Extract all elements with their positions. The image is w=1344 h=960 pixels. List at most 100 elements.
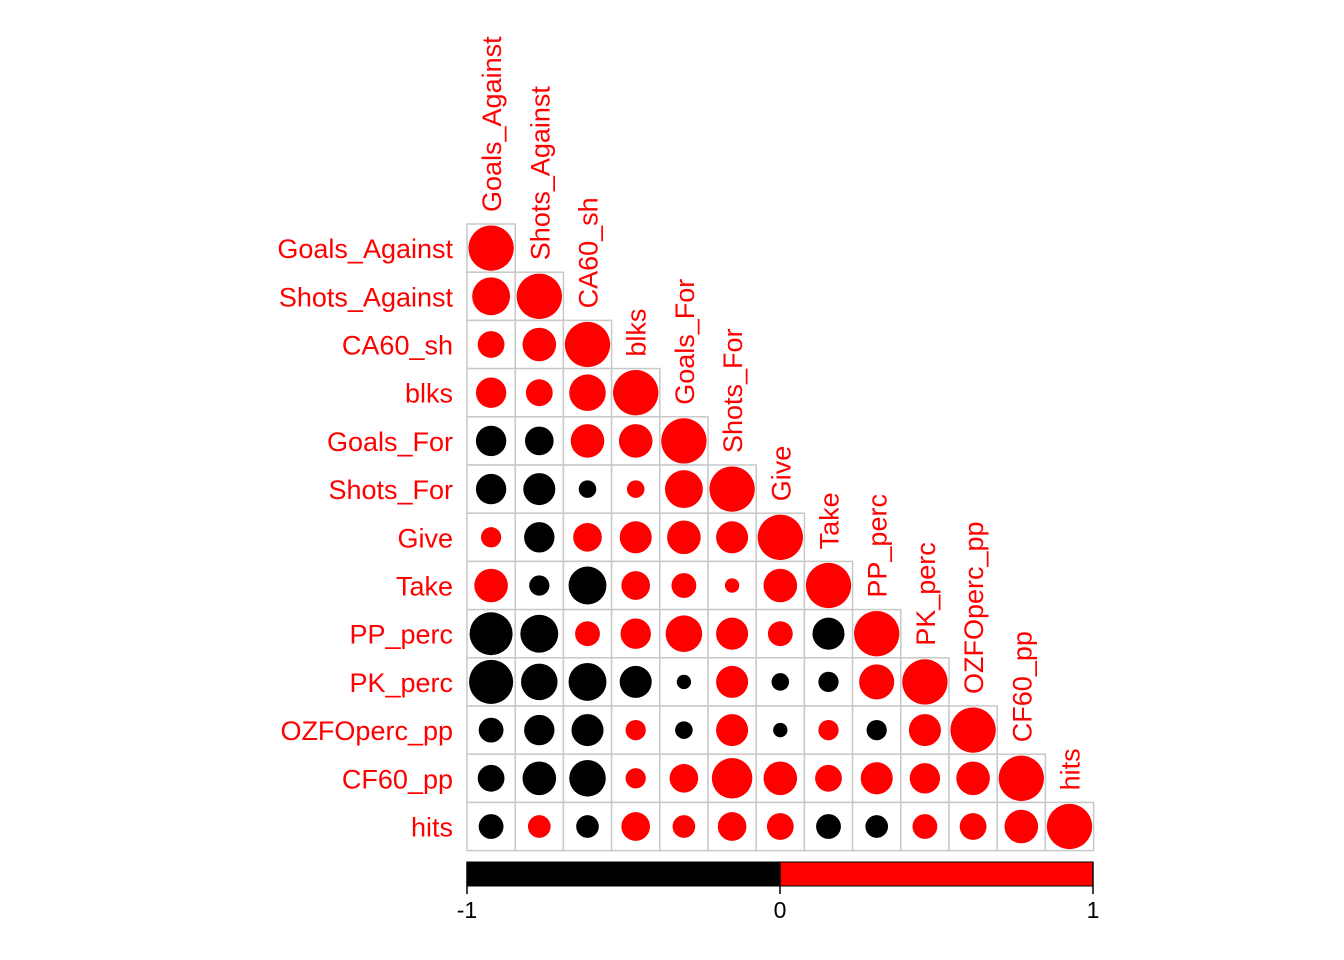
correlation-circle-Goals_Against-Goals_Against xyxy=(468,225,514,271)
correlation-circle-hits-Give xyxy=(766,813,794,840)
correlation-circle-PK_perc-CA60_sh xyxy=(568,662,607,701)
column-label: hits xyxy=(1056,748,1086,790)
correlation-circle-Shots_Against-Shots_Against xyxy=(516,273,562,319)
column-label: Goals_For xyxy=(670,279,700,405)
correlation-circle-PP_perc-PP_perc xyxy=(854,611,900,657)
correlation-circle-hits-PP_perc xyxy=(865,815,889,838)
correlation-circle-Give-Goals_For xyxy=(667,520,701,555)
correlation-circle-CA60_sh-Goals_Against xyxy=(477,331,505,358)
correlation-circle-Shots_For-blks xyxy=(626,480,645,498)
correlation-circle-hits-blks xyxy=(621,812,651,841)
row-label: blks xyxy=(405,379,453,409)
column-label: Give xyxy=(766,446,796,502)
color-legend: -1 0 1 xyxy=(457,861,1100,923)
correlation-circle-Give-Shots_For xyxy=(716,521,749,554)
column-label: PP_perc xyxy=(863,494,893,598)
correlation-circle-Shots_For-Goals_For xyxy=(664,470,703,509)
colorbar-tick-label: -1 xyxy=(457,897,477,923)
correlation-circle-OZFOperc_pp-Shots_Against xyxy=(524,714,555,746)
row-label: CA60_sh xyxy=(342,331,453,361)
correlation-circle-Give-blks xyxy=(619,521,652,554)
column-label: PK_perc xyxy=(911,542,941,646)
correlation-circle-hits-OZFOperc_pp xyxy=(959,813,987,840)
correlation-grid xyxy=(466,223,1095,852)
correlation-circle-Take-Goals_Against xyxy=(474,568,508,603)
correlation-circle-OZFOperc_pp-Take xyxy=(818,719,839,741)
correlation-circle-hits-Shots_Against xyxy=(527,815,551,838)
correlation-circle-CF60_pp-OZFOperc_pp xyxy=(956,761,990,796)
correlation-circle-CF60_pp-PP_perc xyxy=(860,762,893,795)
correlation-circle-CF60_pp-Shots_For xyxy=(711,758,753,799)
column-label: Take xyxy=(815,492,845,549)
correlation-circle-Goals_For-Goals_For xyxy=(661,418,707,464)
correlation-circle-PK_perc-blks xyxy=(619,665,652,698)
correlation-circle-PP_perc-Give xyxy=(767,621,793,647)
correlation-circle-PP_perc-Take xyxy=(812,617,845,650)
row-label: Give xyxy=(397,523,453,553)
column-label: Goals_Against xyxy=(477,36,507,212)
correlation-circle-Take-Goals_For xyxy=(671,573,697,598)
correlation-circle-hits-Shots_For xyxy=(717,812,747,841)
correlation-circle-OZFOperc_pp-blks xyxy=(625,719,646,741)
correlation-circle-hits-Take xyxy=(816,814,841,839)
row-label: CF60_pp xyxy=(342,764,453,794)
row-label: Shots_Against xyxy=(279,282,454,312)
correlation-circle-CF60_pp-blks xyxy=(625,768,646,789)
correlation-circle-Goals_For-blks xyxy=(618,424,653,458)
correlation-circle-CA60_sh-Shots_Against xyxy=(522,327,557,362)
correlation-circle-OZFOperc_pp-PK_perc xyxy=(908,714,941,747)
correlation-circle-Shots_For-Goals_Against xyxy=(475,473,507,505)
correlation-circle-PK_perc-Shots_For xyxy=(716,665,749,698)
correlation-circle-PP_perc-Goals_Against xyxy=(469,612,513,656)
correlation-circle-PK_perc-PK_perc xyxy=(902,659,948,705)
correlation-circle-PP_perc-Shots_Against xyxy=(520,614,559,653)
correlation-circle-Take-Take xyxy=(805,562,852,609)
correlation-circle-OZFOperc_pp-Shots_For xyxy=(716,714,749,747)
correlation-circle-Give-CA60_sh xyxy=(573,522,602,552)
row-label: OZFOperc_pp xyxy=(280,716,453,746)
row-label: Goals_For xyxy=(327,427,453,457)
correlation-circle-Give-Goals_Against xyxy=(480,527,502,548)
correlation-circle-OZFOperc_pp-Goals_For xyxy=(675,721,693,739)
correlation-circle-PK_perc-Goals_Against xyxy=(469,659,514,704)
correlation-circle-Take-Give xyxy=(763,568,798,603)
correlation-circle-blks-Shots_Against xyxy=(525,379,553,407)
correlation-circle-Give-Give xyxy=(757,514,803,560)
correlation-circle-Goals_For-Goals_Against xyxy=(475,425,507,457)
correlation-circle-PK_perc-Give xyxy=(771,673,790,691)
correlation-circle-CF60_pp-CF60_pp xyxy=(998,755,1044,801)
correlation-circle-PP_perc-Goals_For xyxy=(665,615,703,652)
correlation-circle-PP_perc-Shots_For xyxy=(716,617,749,650)
colorbar-positive xyxy=(780,862,1093,886)
correlation-circle-CF60_pp-PK_perc xyxy=(909,763,941,794)
column-label: OZFOperc_pp xyxy=(959,521,989,694)
correlation-circle-PP_perc-blks xyxy=(620,618,651,649)
grid-cell xyxy=(514,367,565,418)
correlation-circle-PP_perc-CA60_sh xyxy=(575,621,600,647)
row-label: hits xyxy=(411,813,453,843)
column-label: Shots_For xyxy=(718,328,748,453)
colorbar-negative xyxy=(467,862,780,886)
row-label: Shots_For xyxy=(328,475,453,505)
correlation-circle-Goals_For-Shots_Against xyxy=(524,426,554,456)
correlation-circle-hits-CA60_sh xyxy=(576,815,599,838)
correlation-circle-PK_perc-Take xyxy=(818,671,839,693)
correlation-circle-hits-Goals_For xyxy=(672,815,696,838)
correlation-circle-Take-Shots_Against xyxy=(529,575,550,596)
column-label: Shots_Against xyxy=(525,86,555,261)
correlation-circle-OZFOperc_pp-Give xyxy=(773,722,788,738)
correlation-circle-Shots_For-Shots_Against xyxy=(523,473,556,506)
correlation-circle-blks-CA60_sh xyxy=(569,374,606,411)
correlation-circle-CF60_pp-Give xyxy=(763,761,798,796)
correlation-circle-CF60_pp-Goals_For xyxy=(669,763,699,793)
correlation-circle-hits-CF60_pp xyxy=(1004,809,1039,844)
colorbar-tick-label: 1 xyxy=(1087,897,1100,923)
correlation-circle-Take-blks xyxy=(621,571,651,600)
correlation-circle-Shots_Against-Goals_Against xyxy=(472,277,511,316)
correlation-circle-OZFOperc_pp-OZFOperc_pp xyxy=(950,707,996,753)
correlation-circle-OZFOperc_pp-Goals_Against xyxy=(478,717,504,743)
correlation-circle-PK_perc-PP_perc xyxy=(859,664,895,700)
